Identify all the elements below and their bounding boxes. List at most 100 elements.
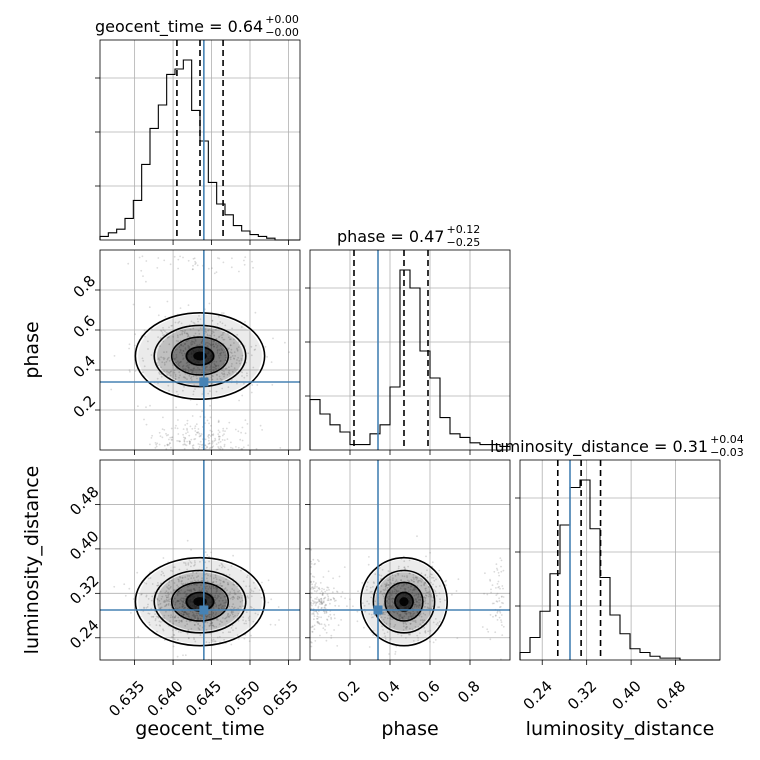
sample-point: [145, 280, 147, 283]
sample-point: [197, 627, 200, 629]
sample-point: [192, 393, 195, 396]
sample-point: [316, 559, 319, 561]
sample-point: [424, 599, 427, 602]
sample-point: [168, 360, 171, 362]
sample-point: [427, 595, 430, 598]
sample-point: [210, 639, 213, 642]
sample-point: [178, 580, 180, 583]
sample-point: [429, 594, 432, 597]
sample-point: [408, 559, 411, 562]
sample-point: [140, 593, 143, 595]
sample-point: [424, 574, 427, 577]
sample-point: [232, 596, 235, 599]
sample-point: [181, 580, 183, 582]
sample-point: [498, 600, 501, 602]
sample-point: [219, 344, 222, 347]
sample-point: [329, 613, 332, 616]
sample-point: [191, 341, 194, 343]
sample-point: [432, 621, 435, 624]
sample-point: [212, 585, 215, 588]
sample-point: [158, 624, 161, 627]
sample-point: [230, 356, 232, 358]
sample-point: [422, 619, 425, 622]
sample-point: [172, 645, 175, 648]
sample-point: [204, 438, 207, 441]
sample-point: [185, 620, 188, 623]
sample-point: [252, 266, 254, 269]
sample-point: [223, 443, 226, 446]
sample-point: [222, 605, 225, 607]
sample-point: [183, 376, 186, 379]
sample-point: [494, 631, 497, 634]
sample-point: [405, 613, 408, 616]
sample-point: [234, 593, 237, 596]
sample-point: [434, 618, 437, 620]
sample-point: [388, 604, 391, 607]
sample-point: [229, 614, 232, 617]
sample-point: [224, 430, 226, 432]
sample-point: [218, 257, 221, 260]
sample-point: [421, 619, 424, 621]
sample-point: [213, 596, 216, 598]
sample-point: [318, 588, 321, 591]
sample-point: [182, 601, 185, 604]
sample-point: [314, 562, 316, 565]
sample-point: [150, 607, 153, 610]
sample-point: [320, 601, 323, 603]
sample-point: [310, 563, 313, 565]
sample-point: [217, 433, 220, 435]
sample-point: [182, 600, 185, 603]
sample-point: [319, 582, 322, 584]
sample-point: [208, 613, 211, 616]
sample-point: [392, 606, 395, 608]
sample-point: [409, 622, 412, 625]
sample-point: [241, 375, 243, 377]
sample-point: [321, 602, 324, 605]
sample-point: [318, 587, 320, 589]
sample-point: [384, 613, 386, 616]
sample-point: [248, 585, 251, 588]
sample-point: [159, 607, 161, 610]
sample-point: [198, 435, 201, 438]
sample-point: [271, 384, 274, 386]
sample-point: [415, 593, 418, 596]
sample-point: [423, 606, 426, 608]
sample-point: [220, 562, 223, 565]
sample-point: [219, 597, 222, 599]
sample-point: [234, 614, 236, 617]
sample-point: [200, 579, 203, 582]
sample-point: [175, 424, 177, 427]
sample-point: [196, 318, 199, 320]
sample-point: [178, 621, 181, 624]
sample-point: [433, 579, 436, 582]
sample-point: [311, 613, 313, 615]
sample-point: [408, 580, 411, 582]
sample-point: [184, 654, 187, 657]
sample-point: [384, 585, 387, 588]
sample-point: [222, 351, 225, 354]
sample-point: [274, 624, 277, 626]
sample-point: [191, 415, 194, 417]
sample-point: [326, 618, 328, 621]
sample-point: [186, 589, 189, 592]
sample-point: [361, 582, 364, 584]
sample-point: [409, 633, 411, 636]
sample-point: [237, 637, 240, 640]
sample-point: [414, 603, 417, 606]
sample-point: [423, 619, 426, 622]
sample-point: [267, 601, 270, 604]
sample-point: [223, 602, 226, 604]
sample-point: [182, 582, 185, 585]
sample-point: [391, 591, 394, 594]
sample-point: [324, 607, 327, 610]
sample-point: [174, 357, 177, 360]
sample-point: [216, 345, 219, 347]
sample-point: [334, 604, 337, 607]
sample-point: [244, 419, 247, 422]
sample-point: [222, 617, 224, 619]
sample-point: [250, 589, 253, 592]
sample-point: [218, 438, 221, 441]
sample-point: [370, 596, 372, 599]
sample-point: [221, 333, 224, 336]
density-level: [193, 597, 207, 607]
